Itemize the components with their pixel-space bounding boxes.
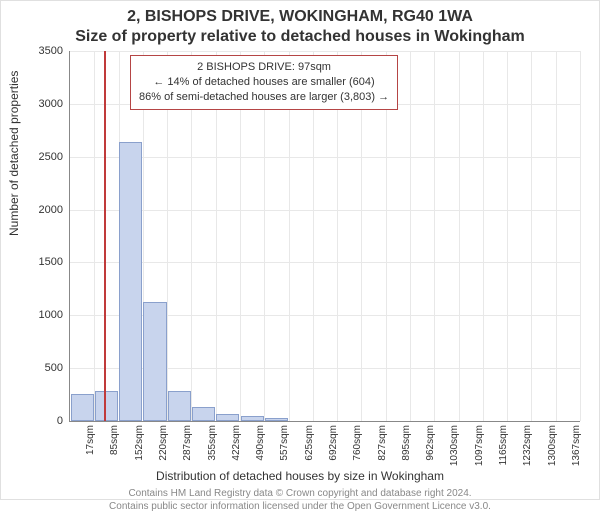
x-tick-label: 1165sqm <box>498 425 509 465</box>
gridline-h <box>70 210 580 211</box>
gridline-v <box>410 51 411 421</box>
x-tick-label: 625sqm <box>304 425 315 461</box>
y-tick-label: 3500 <box>23 45 63 57</box>
bar <box>168 391 191 421</box>
x-tick-label: 962sqm <box>425 425 436 461</box>
bar <box>265 418 288 421</box>
x-tick-label: 355sqm <box>207 425 218 461</box>
bar <box>95 391 118 421</box>
gridline-v <box>531 51 532 421</box>
title-line-1: 2, BISHOPS DRIVE, WOKINGHAM, RG40 1WA <box>1 7 599 27</box>
gridline-h <box>70 51 580 52</box>
plot-area: 2 BISHOPS DRIVE: 97sqm← 14% of detached … <box>69 51 580 422</box>
x-tick-label: 1030sqm <box>449 425 460 466</box>
x-tick-label: 422sqm <box>231 425 242 461</box>
x-tick-label: 85sqm <box>109 425 120 455</box>
y-tick-label: 1500 <box>23 256 63 268</box>
bar <box>241 416 264 421</box>
x-axis-label: Distribution of detached houses by size … <box>1 469 599 483</box>
figure: 2, BISHOPS DRIVE, WOKINGHAM, RG40 1WA Si… <box>0 0 600 500</box>
legend-line: 2 BISHOPS DRIVE: 97sqm <box>139 60 389 75</box>
gridline-v <box>507 51 508 421</box>
title-line-2: Size of property relative to detached ho… <box>1 27 599 47</box>
x-tick-label: 490sqm <box>255 425 266 461</box>
y-tick-label: 3000 <box>23 98 63 110</box>
bar <box>216 414 239 421</box>
bar <box>143 302 166 421</box>
bar <box>192 407 215 421</box>
legend-box: 2 BISHOPS DRIVE: 97sqm← 14% of detached … <box>130 55 398 110</box>
x-tick-label: 1300sqm <box>547 425 558 466</box>
property-marker-line <box>104 51 106 421</box>
footer-line-1: Contains HM Land Registry data © Crown c… <box>1 487 599 500</box>
y-tick-label: 0 <box>23 415 63 427</box>
footer-line-2: Contains public sector information licen… <box>1 500 599 513</box>
legend-line: ← 14% of detached houses are smaller (60… <box>139 75 389 90</box>
x-tick-label: 152sqm <box>134 425 145 461</box>
y-axis-label: Number of detached properties <box>7 71 21 236</box>
x-tick-label: 557sqm <box>279 425 290 461</box>
gridline-h <box>70 157 580 158</box>
y-tick-label: 500 <box>23 362 63 374</box>
x-tick-label: 760sqm <box>352 425 363 461</box>
y-tick-label: 2000 <box>23 204 63 216</box>
x-tick-label: 895sqm <box>401 425 412 461</box>
gridline-v <box>483 51 484 421</box>
gridline-v <box>580 51 581 421</box>
x-tick-label: 220sqm <box>158 425 169 461</box>
x-tick-label: 827sqm <box>377 425 388 461</box>
gridline-v <box>556 51 557 421</box>
legend-line: 86% of semi-detached houses are larger (… <box>139 90 389 105</box>
x-tick-label: 287sqm <box>182 425 193 461</box>
gridline-v <box>434 51 435 421</box>
y-tick-label: 2500 <box>23 151 63 163</box>
x-tick-label: 692sqm <box>328 425 339 461</box>
gridline-h <box>70 262 580 263</box>
bar <box>119 142 142 421</box>
footer: Contains HM Land Registry data © Crown c… <box>1 487 599 513</box>
gridline-v <box>94 51 95 421</box>
chart-title: 2, BISHOPS DRIVE, WOKINGHAM, RG40 1WA Si… <box>1 1 599 47</box>
x-tick-label: 1232sqm <box>522 425 533 466</box>
bar <box>71 394 94 421</box>
gridline-v <box>459 51 460 421</box>
x-tick-label: 1367sqm <box>571 425 582 466</box>
x-tick-label: 1097sqm <box>474 425 485 466</box>
y-tick-label: 1000 <box>23 309 63 321</box>
x-tick-label: 17sqm <box>85 425 96 455</box>
